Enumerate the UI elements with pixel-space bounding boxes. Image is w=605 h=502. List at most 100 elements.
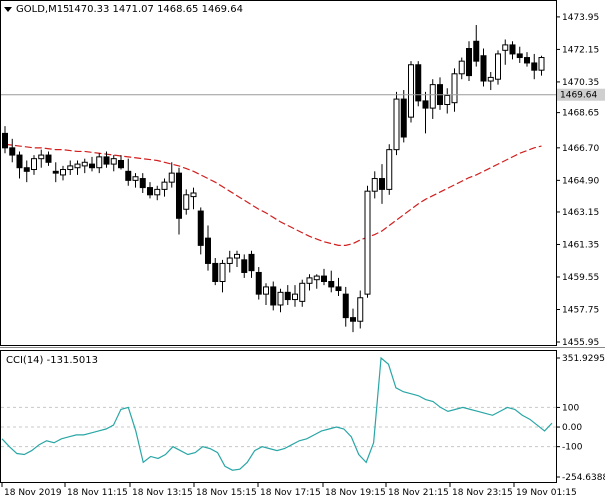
candle <box>473 25 480 67</box>
candle-body-bear <box>205 237 211 264</box>
candle-body-bull <box>81 161 88 167</box>
candle <box>60 165 66 181</box>
candle <box>531 53 538 80</box>
candle <box>16 151 23 179</box>
candle <box>190 187 197 210</box>
candle-body-bull <box>458 60 465 75</box>
candle <box>67 160 74 175</box>
time-tick-label: 19 Nov 01:15 <box>516 488 577 498</box>
candle <box>299 279 306 307</box>
candle-body-bear <box>147 187 153 196</box>
price-tick-label: 1463.15 <box>562 208 599 218</box>
candle-body-bull <box>487 76 494 82</box>
candle-body-bear <box>118 159 124 169</box>
price-tick-label: 1472.15 <box>562 45 599 55</box>
price-tick-label: 1457.75 <box>562 305 599 315</box>
time-tick-label: 18 Nov 23:15 <box>452 488 513 498</box>
symbol-label: GOLD,M15 <box>16 4 69 15</box>
candle <box>2 126 8 154</box>
candle-body-bear <box>16 154 23 169</box>
price-tick-label: 1464.90 <box>562 176 599 186</box>
candle-body-bear <box>103 156 110 165</box>
candle <box>31 155 37 175</box>
price-tick-label: 1470.35 <box>562 78 599 88</box>
candle <box>393 91 400 156</box>
candle <box>147 182 153 199</box>
candle <box>270 281 277 311</box>
candle <box>45 151 52 166</box>
candle-body-bear <box>531 62 538 71</box>
candle-body-bear <box>516 53 523 59</box>
candle <box>444 88 451 114</box>
candle-body-bear <box>400 98 407 138</box>
candle <box>422 91 429 134</box>
candle <box>132 173 139 188</box>
candle <box>487 71 494 91</box>
candle-body-bull <box>313 275 320 281</box>
candle-body-bull <box>31 158 37 171</box>
candle <box>38 149 45 168</box>
candle-body-bear <box>328 280 335 288</box>
candle <box>335 277 342 296</box>
candle <box>161 178 168 197</box>
time-tick-label: 18 Nov 17:15 <box>260 488 321 498</box>
current-price-label: 1469.64 <box>560 91 597 101</box>
candle-body-bear <box>379 178 385 190</box>
candle-body-bull <box>60 169 66 176</box>
candle-body-bear <box>176 172 182 219</box>
collapse-triangle-icon[interactable] <box>4 7 12 12</box>
candle-body-bear <box>197 210 204 246</box>
candle <box>364 185 371 298</box>
candle-body-bear <box>255 271 262 295</box>
candle-body-bull <box>502 44 509 51</box>
candle-body-bull <box>393 98 400 151</box>
candle-body-bull <box>161 181 168 190</box>
candle-body-bull <box>364 190 371 295</box>
candle <box>234 250 240 268</box>
candle-body-bear <box>480 55 487 82</box>
candle-body-bull <box>190 192 197 198</box>
candle-body-bull <box>234 253 240 259</box>
candle <box>429 79 436 119</box>
candle <box>292 285 298 307</box>
candle <box>125 158 132 186</box>
candle-body-bull <box>226 257 233 264</box>
candle <box>437 77 443 110</box>
price-tick-label: 1468.65 <box>562 109 599 119</box>
candle-body-bull <box>299 282 306 302</box>
candle <box>139 173 146 193</box>
candle-body-bull <box>74 163 81 169</box>
candle <box>415 61 422 107</box>
time-tick-label: 18 Nov 19:15 <box>325 488 386 498</box>
time-tick-label: 18 Nov 15:15 <box>196 488 257 498</box>
candle-body-bull <box>263 286 269 295</box>
candle <box>538 55 545 76</box>
cci-axis: 351.9295 100 0.00 -100 -254.6388 <box>556 354 605 483</box>
candle <box>524 52 530 67</box>
cci-tick-label: 0.00 <box>562 423 582 433</box>
candle-body-bull <box>444 94 451 105</box>
candle-body-bear <box>415 64 422 102</box>
price-axis: 1473.95 1472.15 1470.35 1468.65 1466.70 1464.… <box>556 13 599 348</box>
candle <box>183 189 190 215</box>
candle-body-bull <box>277 291 284 306</box>
moving-average-line <box>4 143 542 246</box>
time-tick-label: 18 Nov 21:15 <box>388 488 449 498</box>
candle <box>371 171 378 199</box>
candle <box>226 250 233 273</box>
candle-body-bear <box>335 286 342 292</box>
candle-body-bull <box>168 172 175 183</box>
candle <box>52 162 59 183</box>
candle-body-bull <box>110 158 117 165</box>
candle-body-bear <box>139 178 146 189</box>
candle-body-bear <box>321 275 327 282</box>
candle-body-bear <box>509 44 516 55</box>
candle-body-bear <box>241 259 248 273</box>
candle-body-bear <box>473 40 480 62</box>
candle <box>154 185 161 201</box>
candle <box>458 57 465 80</box>
candle <box>74 160 81 175</box>
candle <box>357 290 364 329</box>
